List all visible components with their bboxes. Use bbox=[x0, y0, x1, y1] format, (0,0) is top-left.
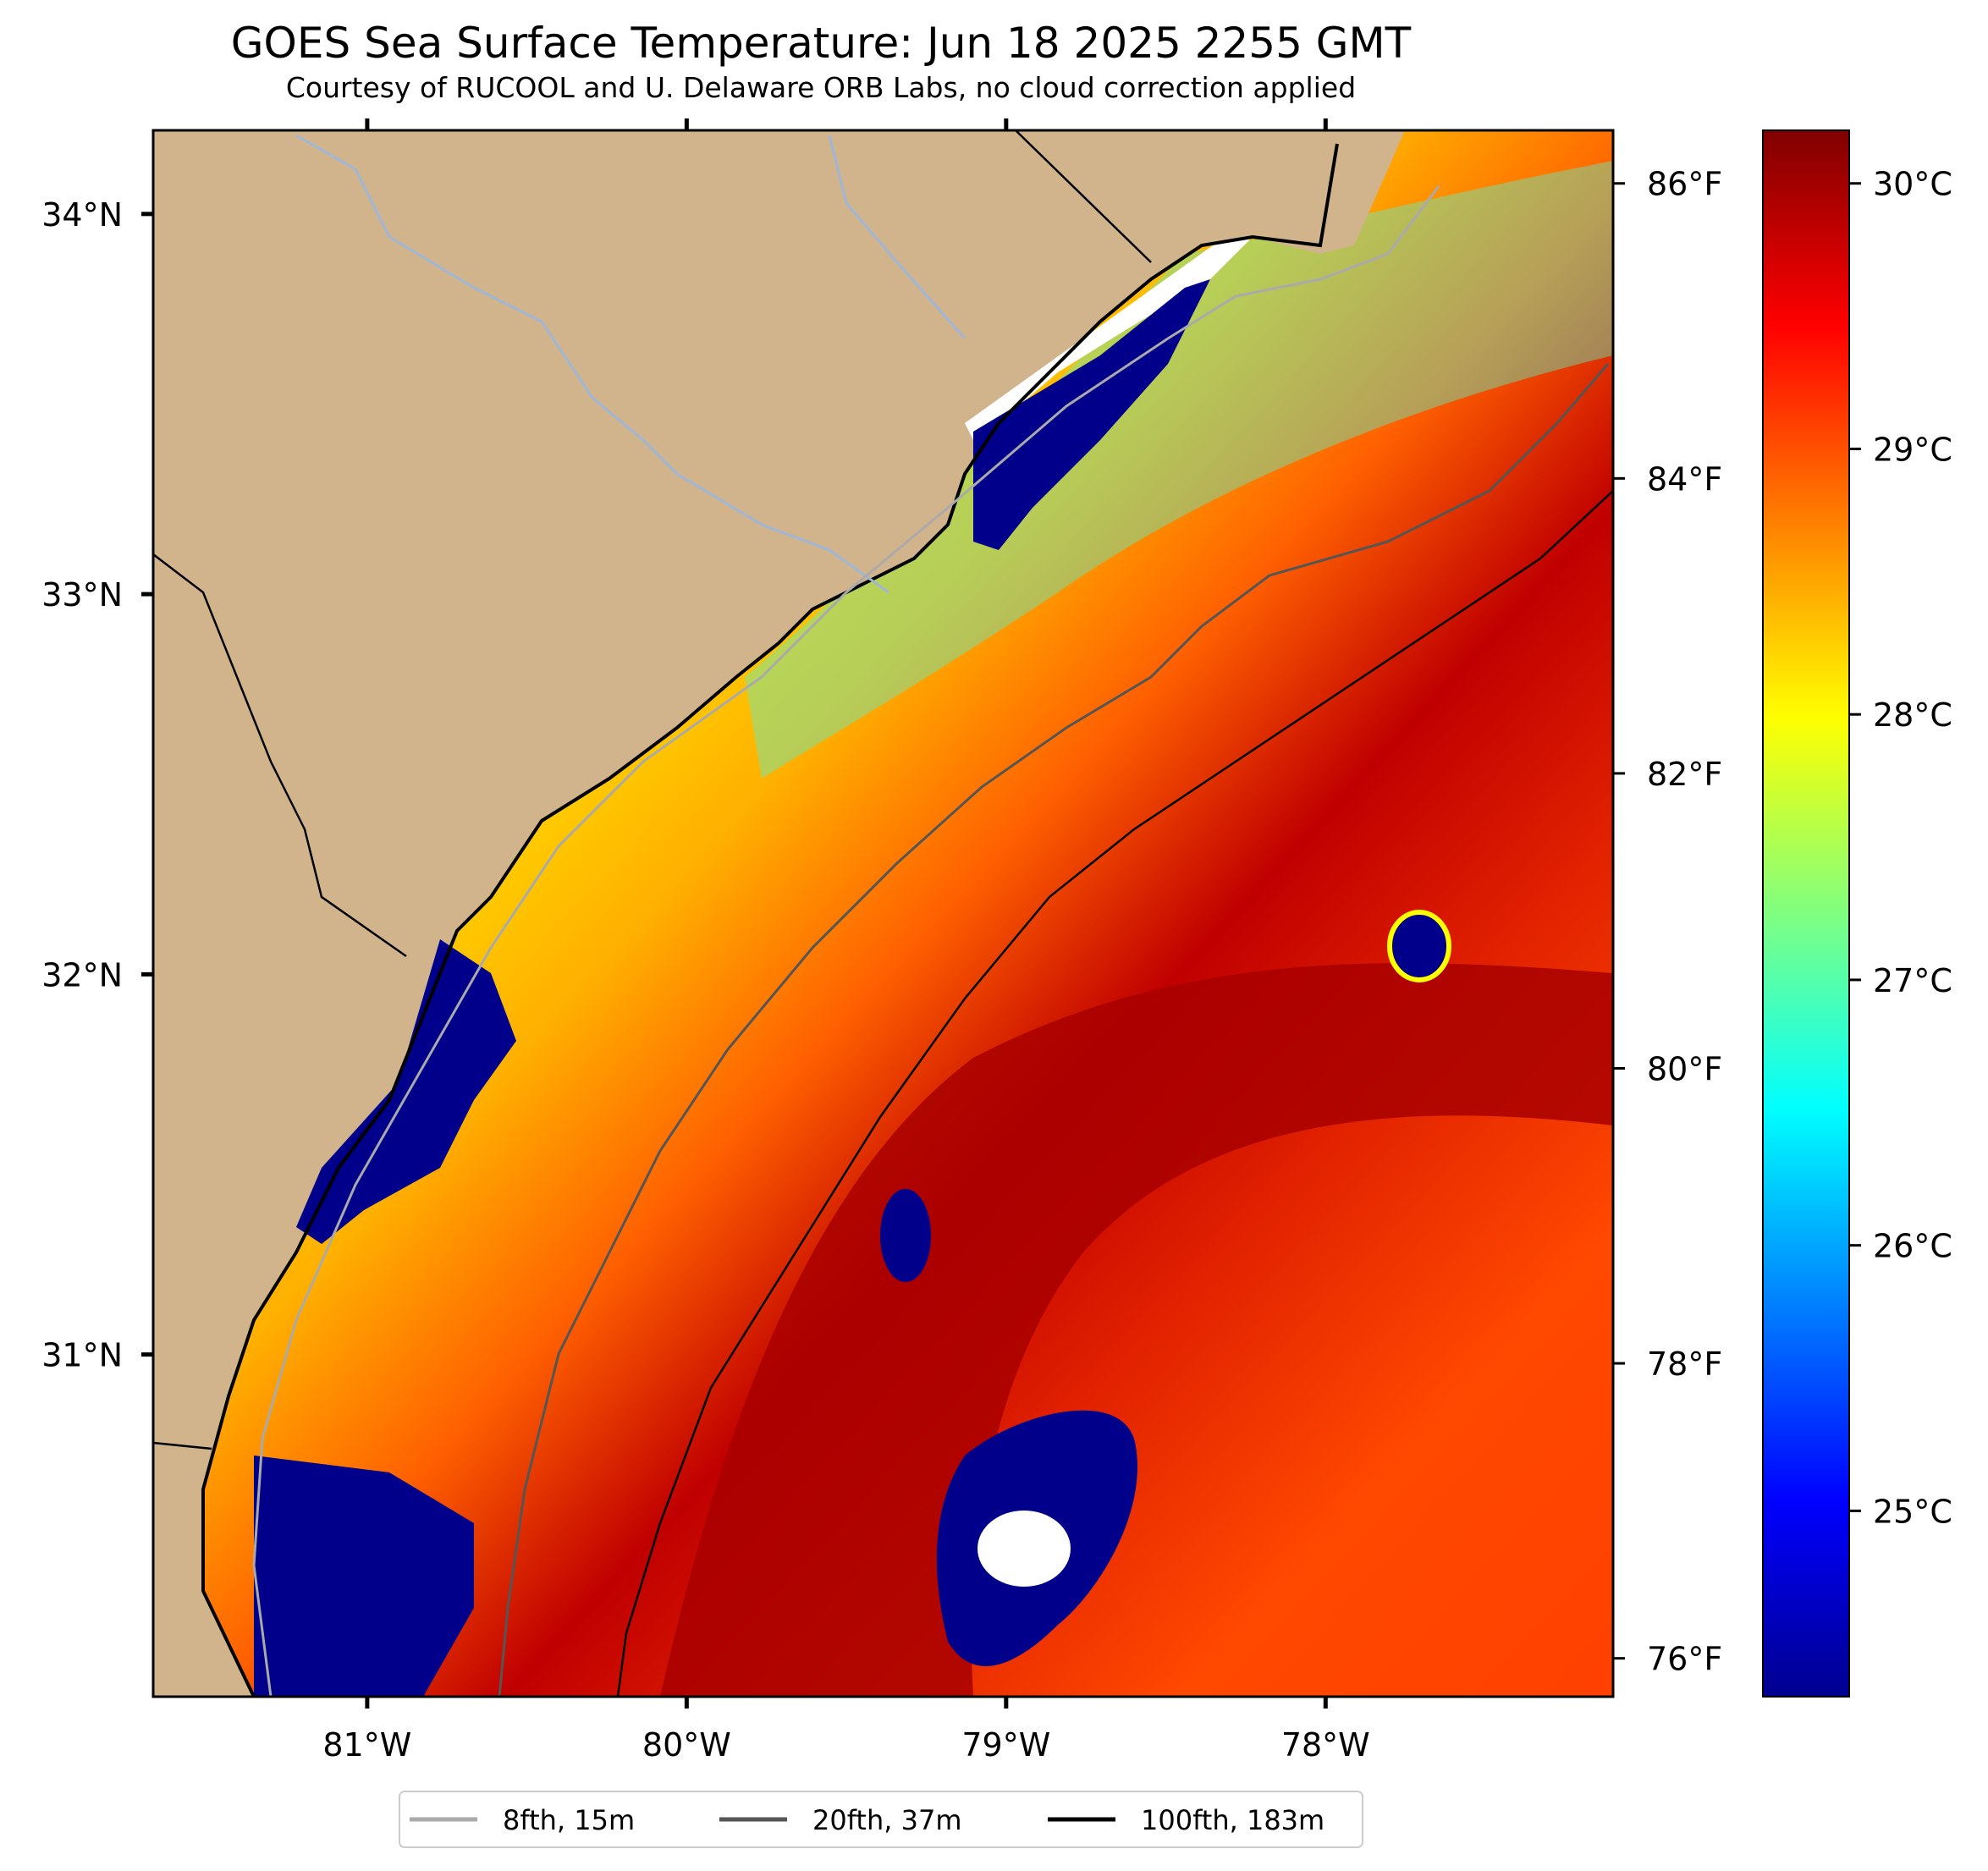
lat-tick-label: 33°N bbox=[41, 576, 123, 614]
isobath-20fth bbox=[498, 363, 1610, 1697]
cloud-mask-savannah bbox=[296, 939, 516, 1244]
f-tick-label: 86°F bbox=[1647, 166, 1722, 203]
colorbar-tick-label: 28°C bbox=[1873, 696, 1952, 734]
nearshore-cold-band bbox=[745, 161, 1613, 779]
legend-box bbox=[399, 1791, 1363, 1848]
colorbar-axis: 30°C 29°C 28°C 27°C 26°C 25°C bbox=[1849, 166, 1952, 1530]
colorbar-tick-label: 26°C bbox=[1873, 1228, 1952, 1265]
colorbar-tick-label: 25°C bbox=[1873, 1493, 1952, 1530]
lon-tick-label: 81°W bbox=[322, 1726, 411, 1764]
map-panel bbox=[153, 130, 1613, 1697]
coastline bbox=[201, 143, 1339, 1697]
no-data-strip bbox=[965, 237, 1253, 440]
latitude-axis: 34°N 33°N 32°N 31°N bbox=[41, 196, 153, 1374]
f-tick-label: 78°F bbox=[1647, 1345, 1722, 1383]
lon-tick-label: 79°W bbox=[961, 1726, 1050, 1764]
state-border-ga-fl bbox=[153, 1441, 212, 1450]
f-tick-label: 84°F bbox=[1647, 460, 1722, 498]
map-frame bbox=[151, 129, 1615, 1698]
f-tick-label: 76°F bbox=[1647, 1641, 1722, 1678]
cloud-mask-south bbox=[254, 1456, 474, 1697]
longitude-axis: 81°W 80°W 79°W 78°W bbox=[322, 118, 1370, 1764]
f-tick-label: 80°F bbox=[1647, 1051, 1722, 1088]
colorbar-tick-label: 27°C bbox=[1873, 962, 1952, 999]
colorbar-tick-label: 30°C bbox=[1873, 166, 1952, 203]
lon-tick-label: 80°W bbox=[642, 1726, 731, 1764]
rivers bbox=[295, 134, 966, 594]
fahrenheit-axis: 86°F 84°F 82°F 80°F 78°F 76°F bbox=[1613, 166, 1722, 1678]
land-mass bbox=[153, 130, 1405, 1697]
colorbar bbox=[1762, 129, 1850, 1698]
legend: 8fth, 15m 20fth, 37m 100fth, 183m bbox=[399, 1791, 1363, 1848]
legend-label: 8fth, 15m bbox=[503, 1804, 635, 1836]
isobath-100fth bbox=[616, 490, 1613, 1697]
isobath-8fth bbox=[252, 185, 1440, 1697]
legend-label: 20fth, 37m bbox=[812, 1804, 961, 1836]
lon-tick-label: 78°W bbox=[1281, 1726, 1370, 1764]
warm-core-band bbox=[660, 963, 1613, 1697]
lat-tick-label: 32°N bbox=[41, 956, 123, 993]
lat-tick-label: 34°N bbox=[41, 196, 123, 234]
lat-tick-label: 31°N bbox=[41, 1337, 123, 1374]
no-data-offshore bbox=[977, 1511, 1071, 1587]
cloud-mask-offshore-small bbox=[880, 1189, 931, 1282]
legend-label: 100fth, 183m bbox=[1141, 1804, 1324, 1836]
colorbar-tick-label: 29°C bbox=[1873, 431, 1952, 468]
cloud-mask-ring bbox=[1387, 910, 1451, 982]
map-subtitle: Courtesy of RUCOOL and U. Delaware ORB L… bbox=[285, 71, 1357, 104]
f-tick-label: 82°F bbox=[1647, 756, 1722, 793]
map-title: GOES Sea Surface Temperature: Jun 18 202… bbox=[230, 19, 1412, 68]
state-border-sc-ga bbox=[153, 553, 407, 958]
state-border-nc-sc bbox=[1015, 130, 1152, 263]
cloud-mask-north bbox=[973, 279, 1210, 550]
